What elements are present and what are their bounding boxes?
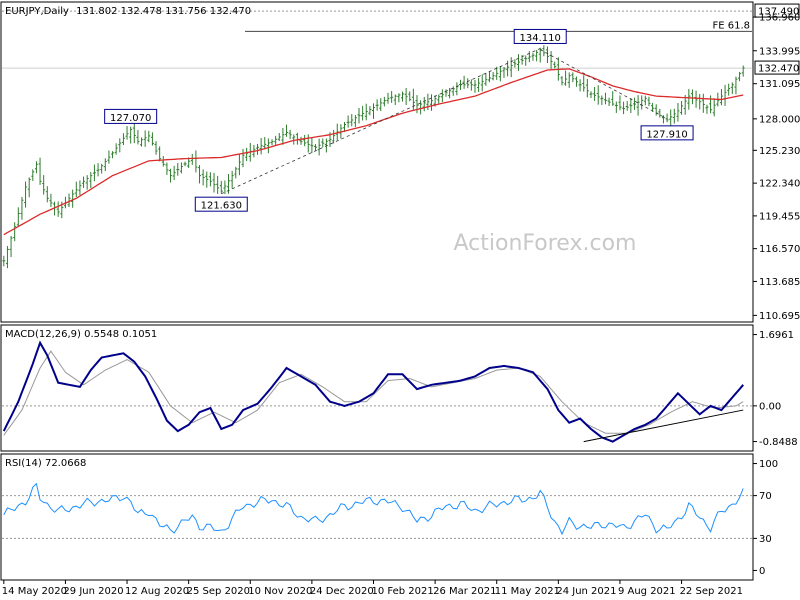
price-title-symbol: EURJPY,Daily: [5, 6, 69, 17]
rsi-panel-frame: [0, 453, 754, 581]
watermark: ActionForex.com: [454, 231, 637, 256]
rsi-line: [3, 482, 744, 536]
x-tick-label: 24 Dec 2020: [310, 586, 374, 597]
rsi-tick-label: 0: [759, 566, 765, 577]
x-tick-label: 29 Jun 2020: [63, 586, 123, 597]
price-trendline: [221, 48, 541, 195]
swing-label: 134.110: [520, 33, 561, 44]
price-tick-label: 110.695: [759, 311, 800, 322]
rsi-tick-label: 30: [759, 534, 772, 545]
swing-label: 127.070: [110, 113, 151, 124]
x-tick-label: 22 Sep 2021: [680, 586, 743, 597]
x-tick-label: 14 May 2020: [2, 586, 67, 597]
rsi-tick-label: 100: [759, 459, 778, 470]
price-tick-label: 125.230: [759, 146, 800, 157]
macd-tick-label: -0.8488: [759, 437, 798, 448]
rsi-title: RSI(14) 72.0668: [5, 458, 86, 469]
rsi-y-ticks: 100 70 30 0: [753, 459, 778, 577]
macd-trendline-segment: [583, 409, 744, 443]
macd-trendline: [583, 409, 744, 443]
macd-signal-line: [3, 350, 744, 436]
hline-price-label: 137.490: [758, 7, 799, 18]
x-tick-label: 26 Mar 2021: [433, 586, 496, 597]
price-tick-label: 128.000: [759, 114, 800, 125]
macd-main-line: [2, 340, 744, 443]
x-tick-label: 9 Aug 2021: [618, 586, 676, 597]
macd-title: MACD(12,26,9) 0.5548 0.1051: [5, 329, 157, 340]
swing-label-box: [194, 196, 248, 212]
price-y-ticks: 136.960 133.995 131.095 128.000 125.230 122.3…: [753, 13, 800, 322]
price-title-ohlc: 131.802 132.478 131.756 132.470: [76, 6, 251, 17]
price-labels: 127.070 121.630 134.110 127.910: [104, 28, 694, 212]
x-tick-label: 25 Sep 2020: [187, 586, 250, 597]
price-tick-label: 122.340: [759, 179, 800, 190]
swing-label-box: [513, 28, 567, 44]
price-horizontal-lines: 137.490 FE 61.8 132.470: [2, 3, 800, 75]
swing-label-box: [640, 125, 694, 141]
swing-label-box: [104, 108, 158, 124]
macd-panel-frame: [0, 324, 754, 452]
price-candles: [2, 45, 745, 269]
price-panel-frame: [0, 1, 754, 323]
price-tick-label: 113.685: [759, 277, 800, 288]
swing-label: 121.630: [201, 201, 242, 212]
fibo-label: FE 61.8: [712, 20, 750, 31]
x-tick-label: 12 Aug 2020: [125, 586, 189, 597]
rsi-tick-label: 70: [759, 491, 772, 502]
price-trendlines: [221, 48, 668, 195]
swing-label: 127.910: [646, 129, 687, 140]
price-tick-label: 119.455: [759, 211, 800, 222]
price-tick-label: 136.960: [759, 13, 800, 24]
hline-price-label: 132.470: [758, 64, 799, 75]
x-tick-label: 24 Jun 2021: [556, 586, 616, 597]
macd-tick-label: 0.00: [759, 401, 781, 412]
price-tick-label: 116.570: [759, 244, 800, 255]
hline-price-box: [754, 60, 800, 75]
price-tick-label: 131.095: [759, 79, 800, 90]
rsi-level-lines: [2, 495, 752, 539]
price-tick-label: 133.995: [759, 46, 800, 57]
price-moving-average: [3, 68, 744, 236]
x-tick-label: 11 May 2021: [495, 586, 560, 597]
price-trendline: [540, 49, 668, 120]
macd-y-ticks: 1.6961 0.00 -0.8488: [753, 330, 798, 448]
x-tick-label: 10 Nov 2020: [248, 586, 312, 597]
hline-price-box: [754, 3, 800, 18]
price-title: EURJPY,Daily 131.802 132.478 131.756 132…: [5, 6, 251, 17]
x-tick-label: 10 Feb 2021: [372, 586, 434, 597]
macd-tick-label: 1.6961: [759, 330, 794, 341]
